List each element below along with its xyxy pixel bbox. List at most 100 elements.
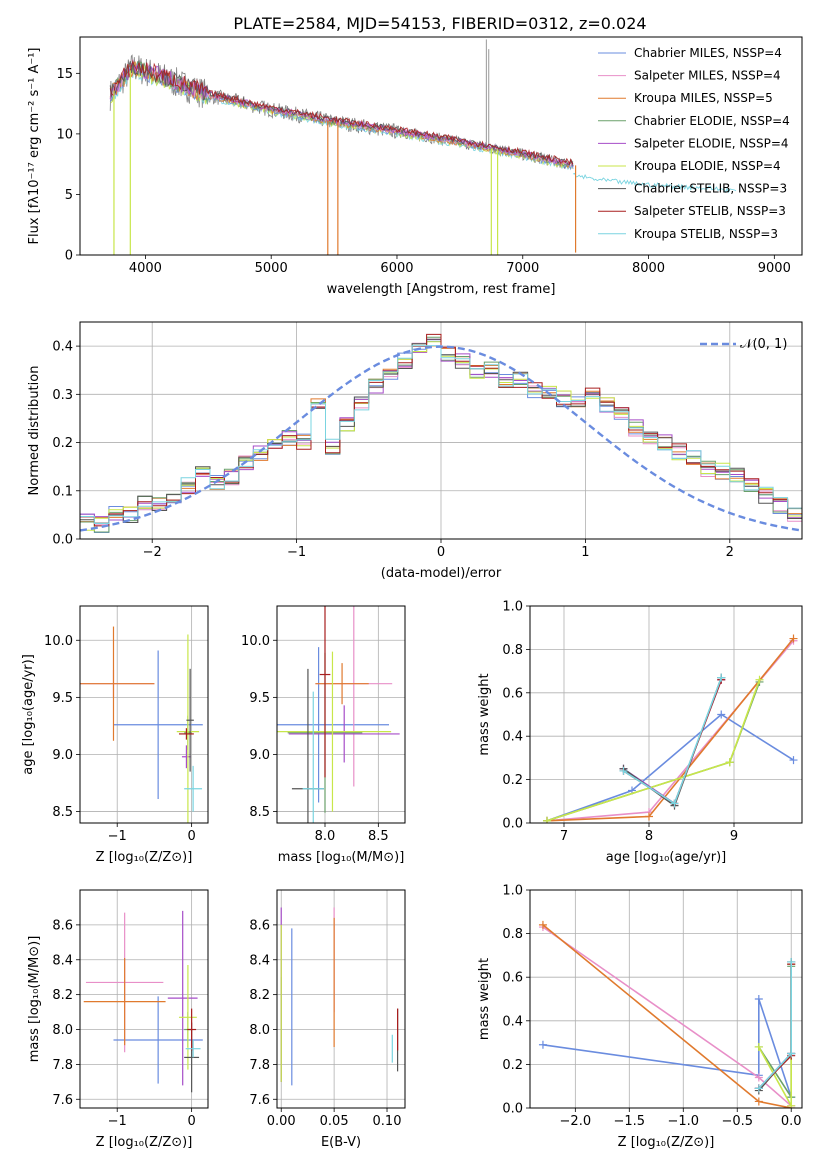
- axes-frame: [79, 605, 209, 824]
- weight-point-marker: [670, 799, 679, 808]
- legend-label: Salpeter MILES, NSSP=4: [634, 69, 781, 83]
- panel-spectrum: 4000 5000 6000 7000 8000 9000 0 5 10 15 wavelength…: [27, 36, 803, 297]
- x-tick-label: 9: [730, 829, 738, 844]
- y-tick-label: 10.0: [44, 634, 73, 649]
- x-tick-label: 0.05: [320, 1114, 349, 1129]
- weight-point-marker: [787, 1049, 796, 1058]
- x-tick-label: 0: [187, 1114, 195, 1129]
- weight-series-line: [546, 713, 794, 822]
- weight-point-marker: [754, 1042, 763, 1051]
- normal-curve: [80, 345, 802, 532]
- x-axis-label: Z [log₁₀(Z/Z⊙)]: [96, 1135, 193, 1150]
- y-tick-label: 7.6: [52, 1093, 73, 1108]
- panel-residuals: −2 −1 0 1 2 0.0 0.1 0.2 0.3 0.4 (data-model)/error…: [27, 321, 803, 581]
- x-tick-label: 8: [645, 829, 653, 844]
- axes-frame: [276, 889, 406, 1109]
- y-tick-label: 7.6: [249, 1093, 270, 1108]
- y-tick-label: 0.2: [502, 773, 523, 788]
- x-tick-label: 2: [726, 545, 734, 560]
- x-tick-label: 5000: [255, 261, 288, 276]
- y-axis-label: mass weight: [477, 673, 492, 755]
- plot-area: [83, 910, 203, 1093]
- y-tick-label: 9.0: [52, 748, 73, 763]
- x-tick-label: 1: [581, 545, 589, 560]
- residual-histogram: [80, 333, 802, 527]
- y-tick-label: 0.0: [502, 817, 523, 832]
- y-tick-label: 0.3: [52, 388, 73, 403]
- weight-point-marker: [755, 675, 764, 684]
- y-tick-label: 15: [56, 67, 73, 82]
- y-tick-label: 0.0: [502, 1102, 523, 1117]
- plot-area: [280, 907, 399, 1086]
- x-tick-label: −2.0: [560, 1114, 592, 1129]
- weight-point-marker: [789, 756, 798, 765]
- x-tick-label: 8.5: [368, 829, 389, 844]
- ticks: −2.0 −1.5 −1.0 −0.5 0.0 0.0 0.2 0.4 0.6 0.8 1.0: [502, 884, 801, 1130]
- x-tick-label: 7: [560, 829, 568, 844]
- axes-frame: [79, 889, 209, 1109]
- y-tick-label: 0: [65, 249, 73, 264]
- y-tick-label: 0.4: [502, 730, 523, 745]
- x-axis-label: E(B-V): [321, 1135, 361, 1150]
- axes-frame: [276, 605, 406, 824]
- weight-point-marker: [787, 957, 796, 966]
- legend-label: 𝒩(0, 1): [740, 337, 787, 352]
- panel-mass-vs-Z: −1 0 7.6 7.8 8.0 8.2 8.4 8.6 Z [log₁₀(Z/Z⊙)] mass…: [27, 889, 209, 1150]
- y-tick-label: 0.8: [502, 927, 523, 942]
- y-tick-label: 0.6: [502, 686, 523, 701]
- y-tick-label: 9.5: [52, 691, 73, 706]
- x-tick-label: 0: [437, 545, 445, 560]
- y-tick-label: 1.0: [502, 884, 523, 899]
- y-tick-label: 8.2: [52, 988, 73, 1003]
- y-tick-label: 0.2: [502, 1058, 523, 1073]
- weight-point-marker: [538, 1040, 547, 1049]
- panel-weight-vs-Z: −2.0 −1.5 −1.0 −0.5 0.0 0.0 0.2 0.4 0.6 0.8 1.0 Z […: [477, 884, 803, 1150]
- y-axis-label: Flux [fλ10⁻¹⁷ erg cm⁻² s⁻¹ A⁻¹]: [27, 48, 42, 245]
- weight-point-marker: [717, 710, 726, 719]
- x-tick-label: 0.00: [267, 1114, 296, 1129]
- legend: Chabrier MILES, NSSP=4 Salpeter MILES, NS…: [598, 46, 790, 241]
- weight-point-marker: [619, 766, 628, 775]
- legend-label: Kroupa ELODIE, NSSP=4: [634, 159, 781, 173]
- y-tick-label: 8.5: [52, 805, 73, 820]
- legend-label: Salpeter ELODIE, NSSP=4: [634, 136, 789, 150]
- panel-age-vs-Z: −1 0 8.5 9.0 9.5 10.0 Z [log₁₀(Z/Z⊙)] age [log₁…: [21, 605, 209, 865]
- y-tick-label: 0.8: [502, 643, 523, 658]
- ticks: −1 0 7.6 7.8 8.0 8.2 8.4 8.6: [52, 918, 195, 1129]
- y-tick-label: 7.8: [52, 1058, 73, 1073]
- grid: [530, 605, 802, 824]
- y-tick-label: 8.0: [52, 1023, 73, 1038]
- y-tick-label: 8.0: [249, 1023, 270, 1038]
- ticks: −1 0 8.5 9.0 9.5 10.0: [44, 634, 196, 844]
- plot-area: [277, 606, 400, 823]
- ticks: 4000 5000 6000 7000 8000 9000 0 5 10 15: [56, 67, 790, 276]
- x-tick-label: −1: [108, 829, 127, 844]
- x-tick-label: −1: [287, 545, 306, 560]
- y-tick-label: 0.4: [502, 1014, 523, 1029]
- legend-label: Kroupa STELIB, NSSP=3: [634, 227, 778, 241]
- y-tick-label: 8.2: [249, 988, 270, 1003]
- weight-point-marker: [645, 812, 653, 821]
- y-axis-label: mass [log₁₀(M/M⊙)]: [27, 936, 42, 1063]
- y-tick-label: 8.6: [249, 918, 270, 933]
- ticks: 0.00 0.05 0.10 7.6 7.8 8.0 8.2 8.4 8.6: [249, 918, 401, 1129]
- legend: 𝒩(0, 1): [700, 337, 787, 352]
- x-tick-label: 8.0: [315, 829, 336, 844]
- y-tick-label: 7.8: [249, 1058, 270, 1073]
- panel-weight-vs-age: 7 8 9 0.0 0.2 0.4 0.6 0.8 1.0 age [log₁₀(age/yr)]…: [477, 600, 803, 865]
- weight-point-marker: [725, 758, 734, 767]
- x-tick-label: 0.0: [781, 1114, 802, 1129]
- residual-histogram: [80, 345, 802, 524]
- x-tick-label: 8000: [632, 261, 665, 276]
- x-tick-label: 0: [187, 829, 195, 844]
- legend-label: Kroupa MILES, NSSP=5: [634, 91, 773, 105]
- legend-label: Chabrier MILES, NSSP=4: [634, 46, 782, 60]
- x-axis-label: mass [log₁₀(M/M⊙)]: [278, 850, 405, 865]
- y-tick-label: 1.0: [502, 600, 523, 615]
- weight-point-marker: [543, 816, 551, 823]
- x-axis-label: wavelength [Angstrom, rest frame]: [327, 282, 556, 297]
- axes-frame: [79, 321, 803, 540]
- y-tick-label: 0.2: [52, 436, 73, 451]
- plot-area: [80, 333, 802, 533]
